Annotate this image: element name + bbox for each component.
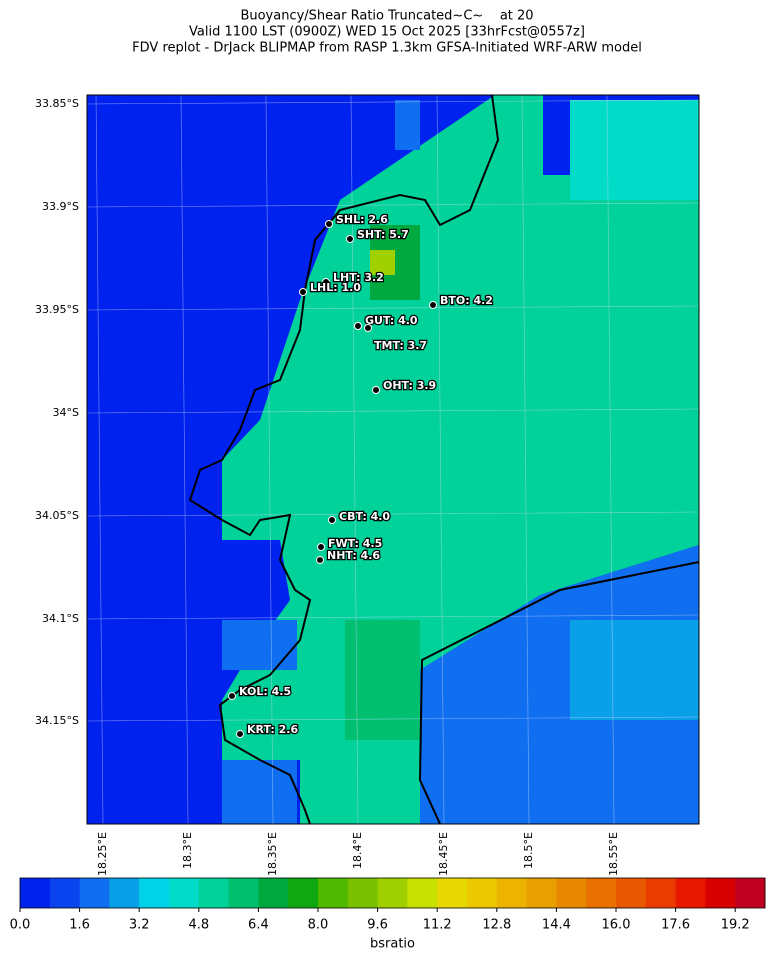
lat-label: 34.1°S <box>42 612 79 625</box>
lon-label: 18.35°E <box>266 832 279 876</box>
lat-label: 34.05°S <box>35 509 79 522</box>
station-marker <box>299 288 307 296</box>
lon-label: 18.55°E <box>607 832 620 876</box>
colorbar-swatch <box>377 878 408 908</box>
station-label: CBT: 4.0 <box>339 510 390 523</box>
colorbar-swatch <box>198 878 230 908</box>
station-label: NHT: 4.6 <box>327 549 380 562</box>
station-label: KRT: 2.6 <box>247 723 298 736</box>
field-cell <box>570 100 699 200</box>
colorbar-tick-label: 17.6 <box>661 918 690 933</box>
coastline <box>188 94 700 825</box>
colorbar-tick-label: 12.8 <box>482 918 511 933</box>
station-marker <box>354 322 362 330</box>
colorbar-tick-label: 3.2 <box>129 918 150 933</box>
colorbar-label: bsratio <box>370 937 415 952</box>
station-label: BTO: 4.2 <box>440 294 493 307</box>
chart-title: FDV replot - DrJack BLIPMAP from RASP 1.… <box>132 41 642 56</box>
station-marker <box>328 516 336 524</box>
station-label: KOL: 4.5 <box>239 685 291 698</box>
colorbar-swatch <box>318 878 349 908</box>
lon-label: 18.45°E <box>437 832 450 876</box>
colorbar-swatch <box>49 878 81 908</box>
lon-label: 18.25°E <box>96 832 109 876</box>
colorbar-swatch <box>705 878 736 908</box>
field-cell <box>570 620 699 720</box>
colorbar-swatch <box>20 878 51 908</box>
colorbar-tick-label: 8.0 <box>308 918 329 933</box>
station-marker <box>325 220 333 228</box>
colorbar-swatch <box>288 878 319 908</box>
station-marker <box>236 730 244 738</box>
colorbar-tick-label: 0.0 <box>10 918 31 933</box>
station-marker <box>228 692 236 700</box>
colorbar-swatch <box>735 878 766 908</box>
lon-label: 18.4°E <box>351 832 364 869</box>
colorbar-swatch <box>228 878 259 908</box>
colorbar-swatch <box>347 878 379 908</box>
station-label: LHT: 3.2 <box>333 271 384 284</box>
sea-field <box>420 545 699 824</box>
colorbar-swatch <box>79 878 110 908</box>
station-marker <box>346 235 354 243</box>
station-label: SHL: 2.6 <box>336 213 388 226</box>
lon-label: 18.5°E <box>522 832 535 869</box>
station-label: OHT: 3.9 <box>383 379 436 392</box>
colorbar-tick-label: 4.8 <box>188 918 209 933</box>
station-label: LHL: 1.0 <box>310 281 361 294</box>
station-marker <box>317 543 325 551</box>
lat-label: 34°S <box>53 406 79 419</box>
chart-title: Buoyancy/Shear Ratio Truncated~C~ at 20 <box>240 9 533 24</box>
lat-label: 33.95°S <box>35 303 79 316</box>
colorbar-swatch <box>586 878 617 908</box>
colorbar-tick-label: 14.4 <box>542 918 571 933</box>
station-label: FWT: 4.5 <box>328 537 382 550</box>
colorbar-tick-label: 11.2 <box>423 918 452 933</box>
colorbar-swatch <box>526 878 557 908</box>
colorbar-tick-label: 9.6 <box>367 918 388 933</box>
field-cell <box>222 620 297 670</box>
colorbar-swatch <box>258 878 289 908</box>
colorbar-swatch <box>496 878 528 908</box>
station-marker <box>372 386 380 394</box>
lon-label: 18.3°E <box>181 832 194 869</box>
map-frame <box>86 94 700 825</box>
lat-label: 34.15°S <box>35 714 79 727</box>
field-cell <box>370 250 395 275</box>
colorbar-swatch <box>109 878 140 908</box>
map-panel <box>86 94 700 825</box>
colorbar-swatch <box>169 878 200 908</box>
colorbar-swatch <box>467 878 498 908</box>
colorbar-tick-label: 16.0 <box>602 918 631 933</box>
land-field <box>222 95 699 824</box>
lat-label: 33.9°S <box>42 200 79 213</box>
station-marker <box>316 556 324 564</box>
field-cell <box>345 620 420 740</box>
colorbar-swatch <box>556 878 587 908</box>
colorbar-swatch <box>437 878 468 908</box>
station-label: SHT: 5.7 <box>357 228 409 241</box>
station-marker <box>429 301 437 309</box>
colorbar-swatch <box>407 878 438 908</box>
station-marker <box>322 278 330 286</box>
colorbar-swatch <box>645 878 677 908</box>
lat-label: 33.85°S <box>35 97 79 110</box>
graticule <box>86 94 700 825</box>
colorbar-swatch <box>139 878 170 908</box>
station-label: TMT: 3.7 <box>374 339 427 352</box>
colorbar-tick-label: 19.2 <box>721 918 750 933</box>
chart-title: Valid 1100 LST (0900Z) WED 15 Oct 2025 [… <box>189 25 585 40</box>
colorbar-tick-label: 6.4 <box>248 918 269 933</box>
station-label: GUT: 4.0 <box>365 314 418 327</box>
colorbar-swatch <box>675 878 706 908</box>
field-cell <box>395 100 420 150</box>
colorbar-swatch <box>616 878 647 908</box>
field-cell <box>222 760 297 824</box>
colorbar-tick-label: 1.6 <box>69 918 90 933</box>
colorbar-frame <box>19 877 766 909</box>
station-marker <box>364 324 372 332</box>
